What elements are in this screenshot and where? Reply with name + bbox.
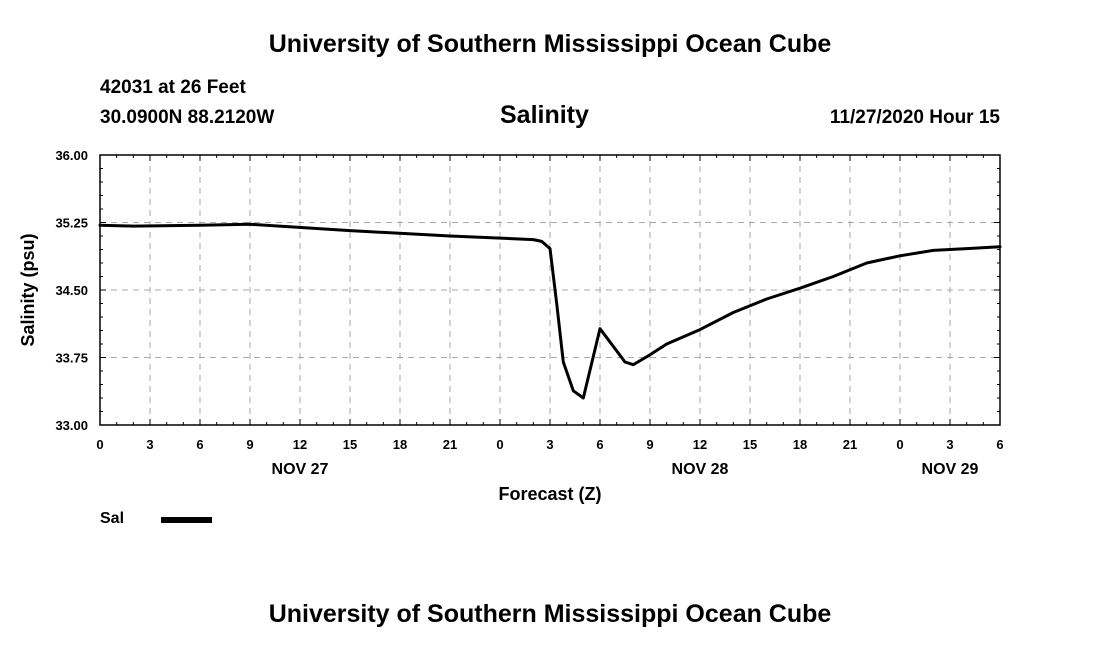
x-tick-label: 3 <box>146 437 153 452</box>
x-tick-label: 21 <box>443 437 457 452</box>
x-tick-label: 0 <box>896 437 903 452</box>
x-day-label: NOV 27 <box>272 461 329 478</box>
x-tick-label: 21 <box>843 437 857 452</box>
y-tick-label: 33.75 <box>55 351 88 366</box>
y-axis-label: Salinity (psu) <box>18 233 38 346</box>
x-tick-label: 0 <box>96 437 103 452</box>
x-day-label: NOV 28 <box>672 461 729 478</box>
x-day-label: NOV 29 <box>922 461 979 478</box>
x-axis-label: Forecast (Z) <box>498 484 601 504</box>
series-line-sal <box>98 222 1002 400</box>
x-tick-label: 15 <box>343 437 357 452</box>
x-tick-label: 9 <box>646 437 653 452</box>
y-tick-label: 33.00 <box>55 418 88 433</box>
x-tick-label: 6 <box>596 437 603 452</box>
x-tick-label: 3 <box>546 437 553 452</box>
page-title: University of Southern Mississippi Ocean… <box>268 30 832 58</box>
y-tick-label: 36.00 <box>55 148 88 163</box>
footer-title: University of Southern Mississippi Ocean… <box>268 600 832 628</box>
x-tick-label: 6 <box>196 437 203 452</box>
y-tick-label: 34.50 <box>55 283 88 298</box>
x-tick-label: 9 <box>246 437 253 452</box>
x-tick-label: 18 <box>793 437 807 452</box>
x-tick-label: 18 <box>393 437 407 452</box>
station-label: 42031 at 26 Feet <box>100 77 246 98</box>
datetime-label: 11/27/2020 Hour 15 <box>829 107 1000 128</box>
chart-title: Salinity <box>500 101 589 129</box>
x-tick-label: 15 <box>743 437 757 452</box>
y-tick-label: 35.25 <box>55 216 88 231</box>
legend-label: Sal <box>100 510 125 527</box>
x-tick-label: 6 <box>996 437 1003 452</box>
x-tick-label: 3 <box>946 437 953 452</box>
x-tick-label: 12 <box>693 437 707 452</box>
x-tick-label: 12 <box>293 437 307 452</box>
legend-swatch <box>161 517 212 523</box>
x-tick-label: 0 <box>496 437 503 452</box>
coordinates-label: 30.0900N 88.2120W <box>100 107 275 128</box>
